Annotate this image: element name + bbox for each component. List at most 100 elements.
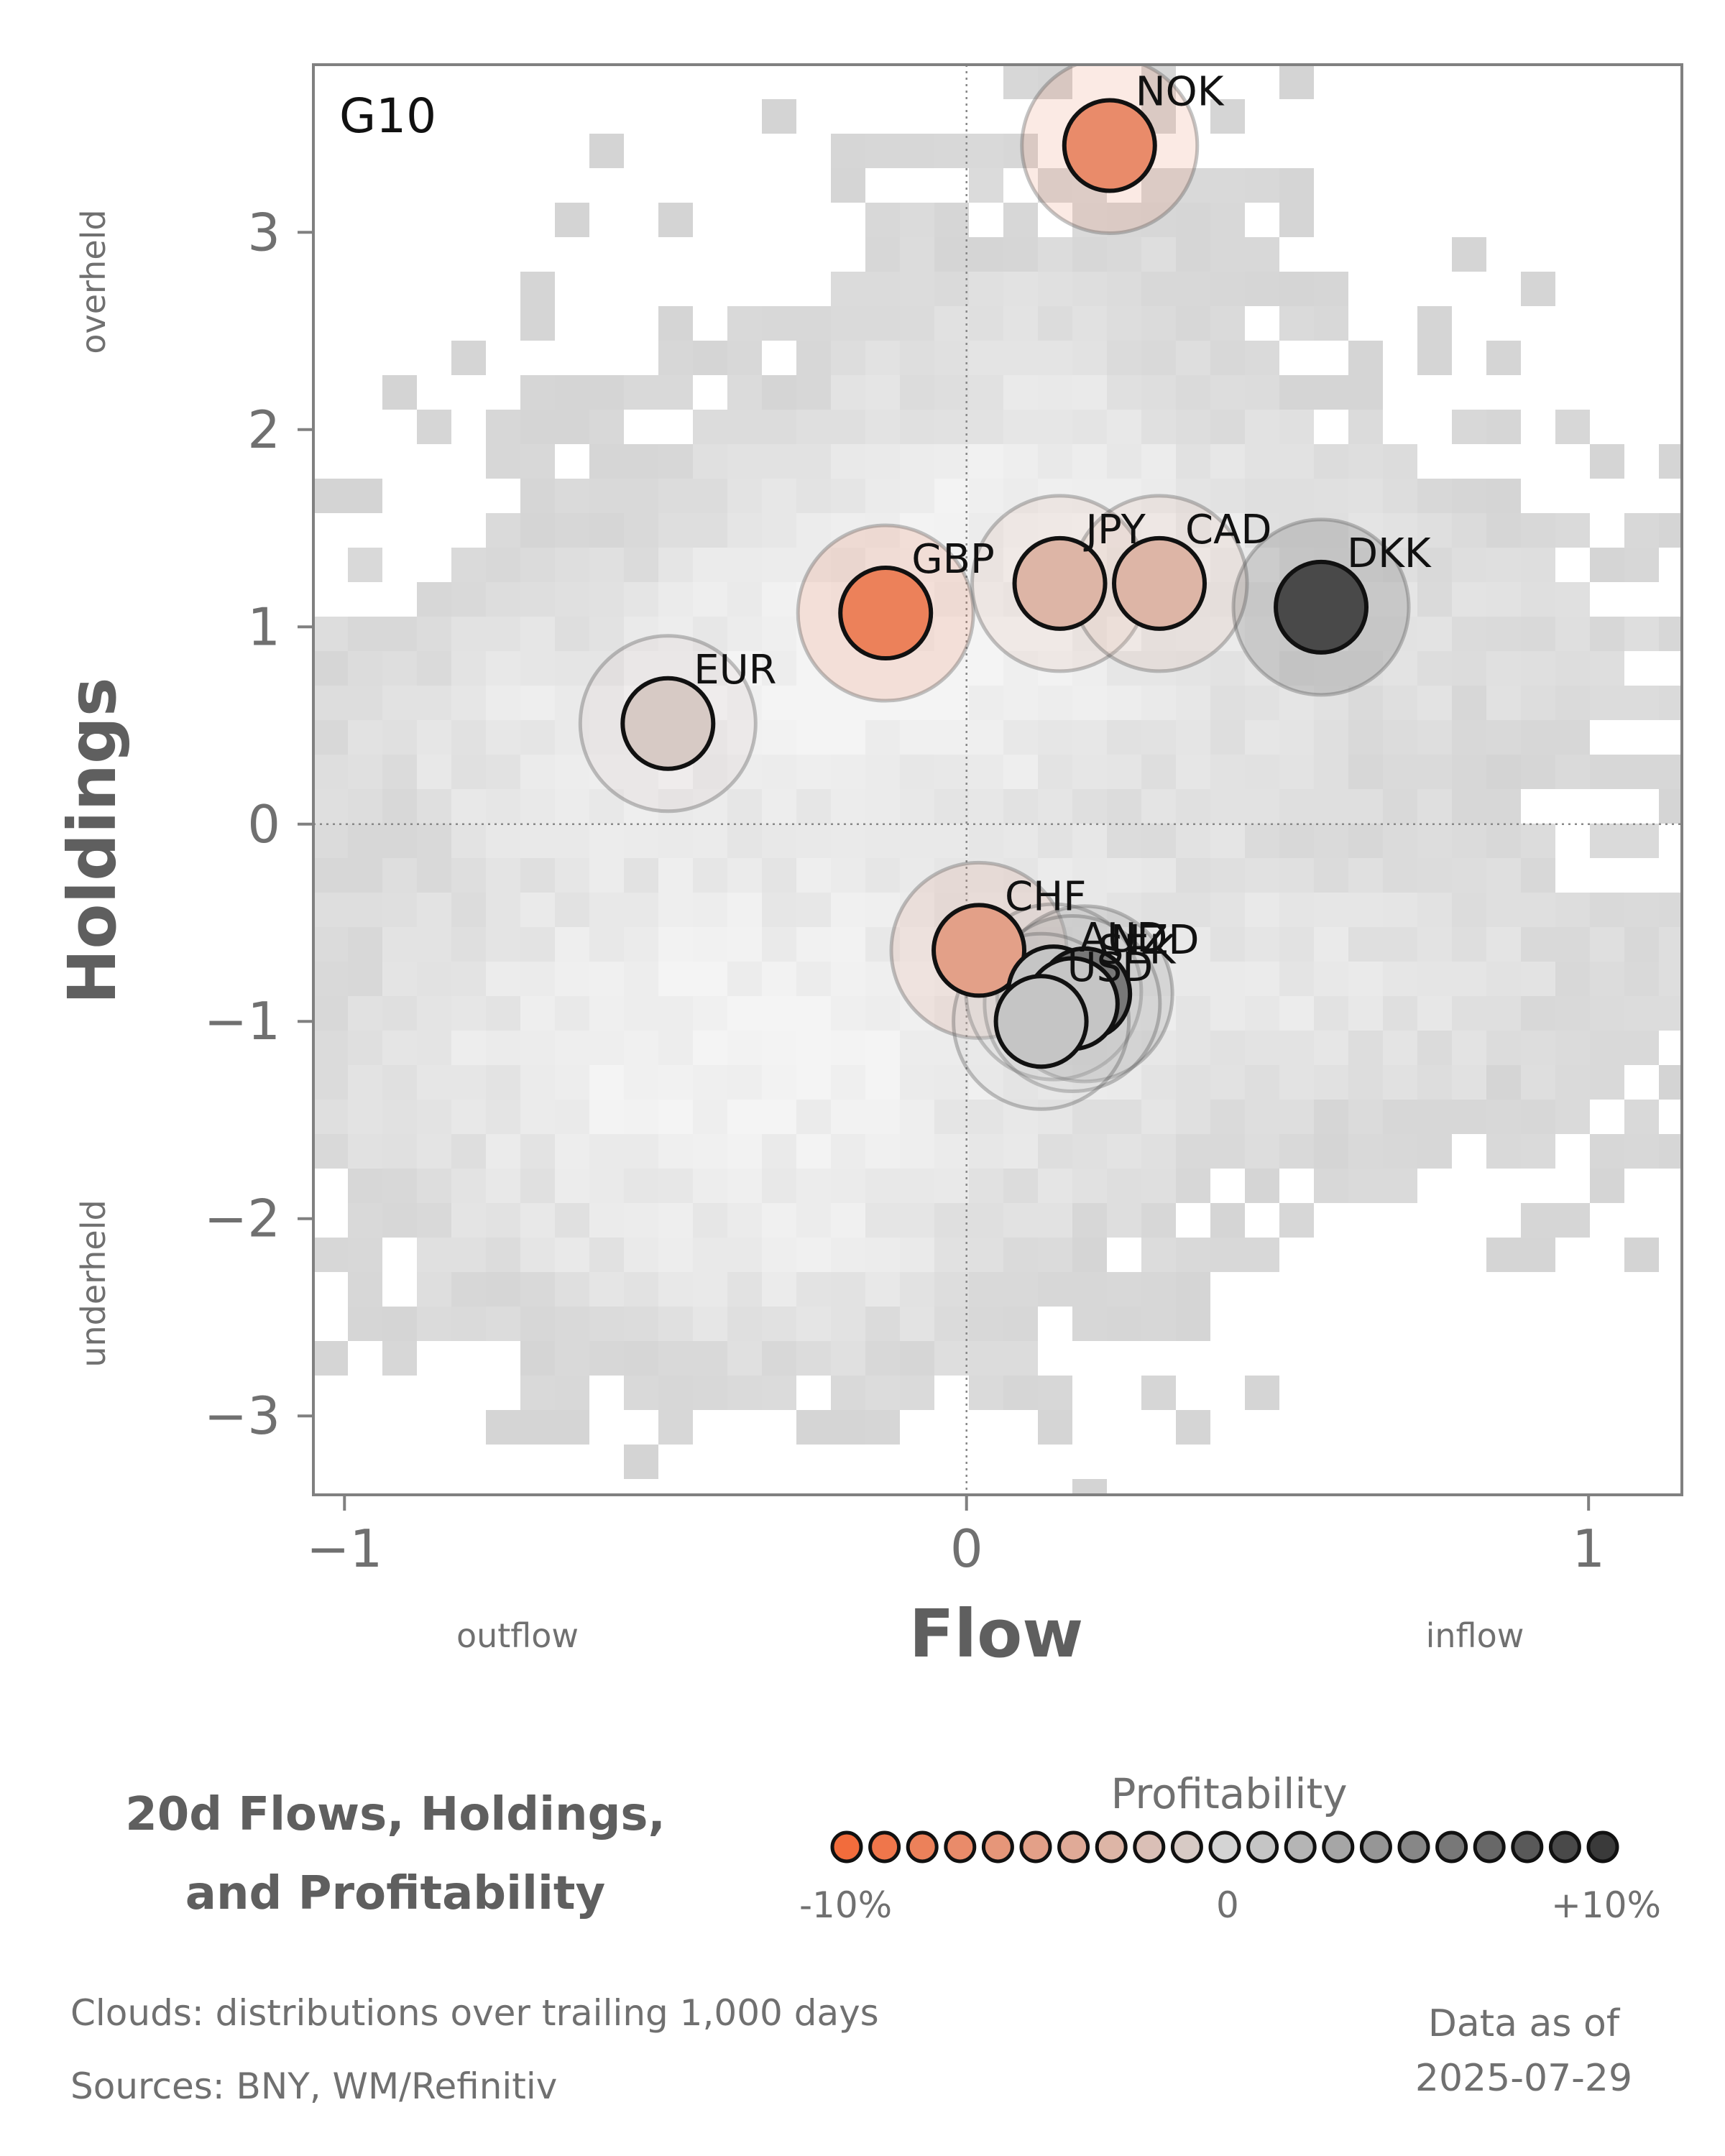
cloud-cell [934,306,969,341]
cloud-cell [1038,168,1072,203]
cloud-cell [1659,513,1682,548]
cloud-cell [1245,341,1279,375]
cloud-cell [1452,962,1486,996]
cloud-cell [1624,1031,1659,1065]
cloud-cell [727,927,762,962]
cloud-cell [934,479,969,513]
cloud-cell [658,1100,693,1134]
outflow-annotation: outflow [456,1616,579,1655]
cloud-cell [969,479,1003,513]
cloud-cell [1072,341,1107,375]
cloud-cell [1383,720,1417,755]
cloud-cell [796,444,831,479]
cloud-cell [451,1307,486,1341]
cloud-cell [762,1307,796,1341]
cloud-cell [1348,513,1383,548]
colorbar-dot [1208,1830,1241,1864]
cloud-cell [1383,1031,1417,1065]
cloud-cell [796,1031,831,1065]
cloud-cell [1452,617,1486,651]
cloud-cell [1072,789,1107,824]
cloud-cell [451,617,486,651]
cloud-cell [451,1169,486,1203]
cloud-cell [1038,720,1072,755]
cloud-cell [1348,789,1383,824]
cloud-cell [693,1307,727,1341]
cloud-cell [348,1100,382,1134]
colorbar-dot [1019,1830,1052,1864]
cloud-cell [900,1169,934,1203]
cloud-cell [1279,1031,1314,1065]
cloud-cell [589,513,624,548]
cloud-cell [969,1341,1003,1376]
cloud-cell [624,1169,658,1203]
cloud-cell [417,617,451,651]
cloud-cell [1072,755,1107,789]
cloud-cell [1003,789,1038,824]
cloud-cell [348,858,382,893]
cloud-cell [762,582,796,617]
cloud-cell [1521,548,1555,582]
cloud-cell [520,1169,555,1203]
cloud-cell [520,272,555,306]
cloud-cell [624,1100,658,1134]
cloud-cell [1590,824,1624,858]
cloud-cell [934,513,969,548]
cloud-cell [486,617,520,651]
cloud-cell [313,789,348,824]
cloud-cell [1038,1203,1072,1238]
cloud-cell [1003,1272,1038,1307]
cloud-cell [624,1065,658,1100]
cloud-cell [1210,824,1245,858]
cloud-cell [969,134,1003,168]
cloud-cell [1452,1065,1486,1100]
point-usd [993,974,1089,1069]
cloud-cell [1555,755,1590,789]
cloud-cell [1383,962,1417,996]
x-tick-label: 1 [1572,1519,1605,1579]
cloud-cell [1038,410,1072,444]
cloud-cell [1521,686,1555,720]
cloud-cell [417,410,451,444]
cloud-cell [934,617,969,651]
cloud-cell [1038,237,1072,272]
cloud-cell [1279,1134,1314,1169]
cloud-cell [1245,1169,1279,1203]
cloud-cell [1210,858,1245,893]
cloud-cell [520,1376,555,1410]
cloud-cell [1107,789,1141,824]
cloud-cell [1486,617,1521,651]
cloud-cell [348,1169,382,1203]
cloud-cell [727,893,762,927]
cloud-cell [417,582,451,617]
cloud-cell [1383,755,1417,789]
cloud-cell [658,1272,693,1307]
cloud-cell [1210,720,1245,755]
cloud-cell [313,617,348,651]
cloud-cell [693,893,727,927]
cloud-cell [762,789,796,824]
cloud-cell [1072,1203,1107,1238]
cloud-cell [831,824,865,858]
point-chf [932,903,1027,998]
cloud-cell [1279,686,1314,720]
cloud-cell [451,789,486,824]
cloud-cell [796,306,831,341]
cloud-cell [520,548,555,582]
x-tick-label: −1 [306,1519,382,1579]
cloud-cell [313,1238,348,1272]
cloud-cell [520,1203,555,1238]
cloud-cell [1314,1065,1348,1100]
cloud-cell [624,375,658,410]
cloud-cell [865,203,900,237]
cloud-cell [1210,548,1245,582]
cloud-cell [693,617,727,651]
cloud-cell [1003,306,1038,341]
cloud-cell [762,1272,796,1307]
cloud-cell [727,1238,762,1272]
cloud-cell [348,548,382,582]
cloud-cell [1452,755,1486,789]
cloud-cell [727,858,762,893]
cloud-cell [693,1169,727,1203]
cloud-cell [1383,1065,1417,1100]
